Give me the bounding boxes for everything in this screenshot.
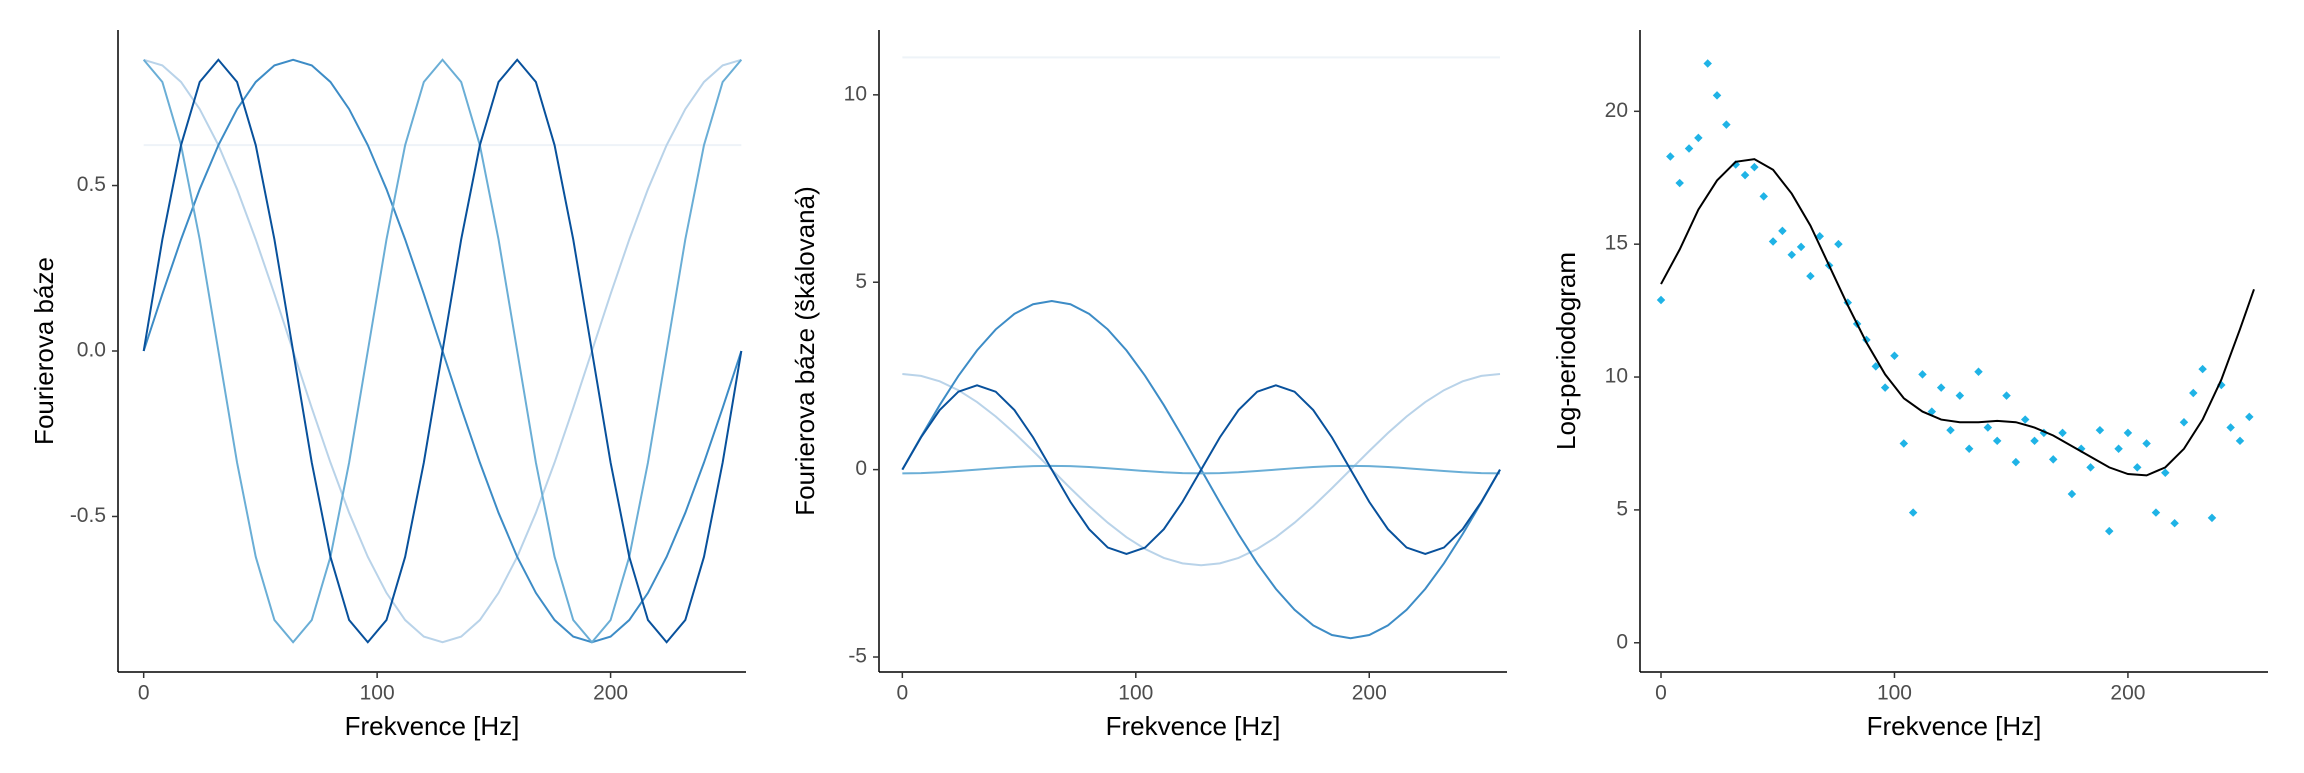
scatter-point xyxy=(2245,412,2254,422)
y-tick-label: -5 xyxy=(848,645,867,668)
y-tick-label: 0.0 xyxy=(77,339,106,362)
scatter-point xyxy=(2198,364,2207,374)
x-tick-label: 0 xyxy=(138,682,150,705)
scatter-point xyxy=(2048,455,2058,464)
scatter-point xyxy=(1946,425,1955,435)
scatter-point xyxy=(1964,444,1974,454)
scatter-point xyxy=(1675,178,1684,188)
scatter-point xyxy=(1778,226,1787,236)
scatter-point xyxy=(2058,428,2067,438)
scatter-point xyxy=(1880,383,1890,392)
scatter-point xyxy=(2179,417,2189,427)
x-tick-label: 0 xyxy=(1655,682,1667,705)
scatter-point xyxy=(1796,242,1806,252)
series-line xyxy=(901,384,1501,555)
scatter-point xyxy=(1787,250,1796,260)
y-tick-label: 10 xyxy=(1605,365,1628,388)
scatter-point xyxy=(1908,508,1918,517)
scatter-point xyxy=(1890,351,1899,361)
scatter-point xyxy=(1759,192,1768,201)
scatter-point xyxy=(2114,444,2123,454)
scatter-point xyxy=(2207,513,2217,523)
scatter-point xyxy=(2226,423,2235,432)
scatter-point xyxy=(1871,362,1881,371)
scatter-point xyxy=(2133,463,2142,472)
scatter-point xyxy=(1974,367,1983,376)
scatter-point xyxy=(2189,388,2198,398)
x-axis-title: Frekvence [Hz] xyxy=(345,711,520,741)
series-line xyxy=(902,373,1501,567)
scatter-point xyxy=(1694,133,1703,143)
x-tick-label: 200 xyxy=(593,682,628,705)
y-tick-label: 0 xyxy=(855,457,867,480)
x-axis-title: Frekvence [Hz] xyxy=(1106,711,1281,741)
scatter-point xyxy=(1992,436,2002,446)
scatter-point xyxy=(1684,144,1694,153)
scatter-point xyxy=(2067,489,2077,499)
scatter-point xyxy=(2086,463,2095,472)
scatter-point xyxy=(2123,428,2133,438)
scatter-point xyxy=(2030,436,2039,446)
y-tick-label: 20 xyxy=(1605,99,1628,122)
scatter-point xyxy=(2105,526,2114,536)
scatter-point xyxy=(1656,295,1666,305)
scatter-point xyxy=(1955,391,1965,400)
scatter-point xyxy=(2151,508,2161,517)
y-tick-label: 5 xyxy=(1616,497,1628,520)
x-tick-label: 100 xyxy=(1877,682,1912,705)
y-tick-label: -0.5 xyxy=(70,504,106,527)
scatter-point xyxy=(2142,439,2151,448)
scatter-point xyxy=(1899,439,1909,448)
series-line xyxy=(143,58,742,644)
y-tick-label: 10 xyxy=(844,82,867,105)
scatter-point xyxy=(1834,239,1843,249)
scatter-point xyxy=(1806,271,1815,281)
scatter-point xyxy=(1666,152,1675,161)
scatter-point xyxy=(1768,237,1778,246)
x-axis-title: Frekvence [Hz] xyxy=(1867,711,2042,741)
y-tick-label: 15 xyxy=(1605,232,1628,255)
scatter-point xyxy=(2170,518,2179,528)
y-tick-label: 5 xyxy=(855,270,867,293)
scatter-point xyxy=(2235,436,2245,446)
scatter-point xyxy=(1983,423,1993,432)
scatter-point xyxy=(1918,370,1927,379)
y-tick-label: 0.5 xyxy=(77,173,106,196)
scatter-point xyxy=(1722,120,1731,129)
series-line xyxy=(142,58,743,644)
scatter-point xyxy=(1712,91,1722,100)
x-tick-label: 200 xyxy=(1352,682,1387,705)
x-tick-label: 200 xyxy=(2110,682,2145,705)
scatter-point xyxy=(2011,457,2021,467)
scatter-point xyxy=(2020,415,2030,424)
scatter-point xyxy=(1750,162,1759,172)
scatter-point xyxy=(1740,170,1750,180)
y-axis-title: Fourierova báze (škálovaná) xyxy=(790,186,820,516)
scatter-point xyxy=(1936,383,1946,392)
fit-line xyxy=(1660,158,2255,477)
scatter-point xyxy=(2161,468,2170,477)
x-tick-label: 0 xyxy=(897,682,909,705)
series-line xyxy=(142,58,743,644)
scatter-point xyxy=(2095,425,2105,435)
scatter-point xyxy=(1703,59,1712,68)
y-axis-title: Log-periodogram xyxy=(1551,252,1581,450)
scatter-point xyxy=(2002,391,2011,400)
x-tick-label: 100 xyxy=(1118,682,1153,705)
y-tick-label: 0 xyxy=(1616,630,1628,653)
series-line xyxy=(902,464,1501,475)
x-tick-label: 100 xyxy=(360,682,395,705)
y-axis-title: Fourierova báze xyxy=(29,257,59,445)
